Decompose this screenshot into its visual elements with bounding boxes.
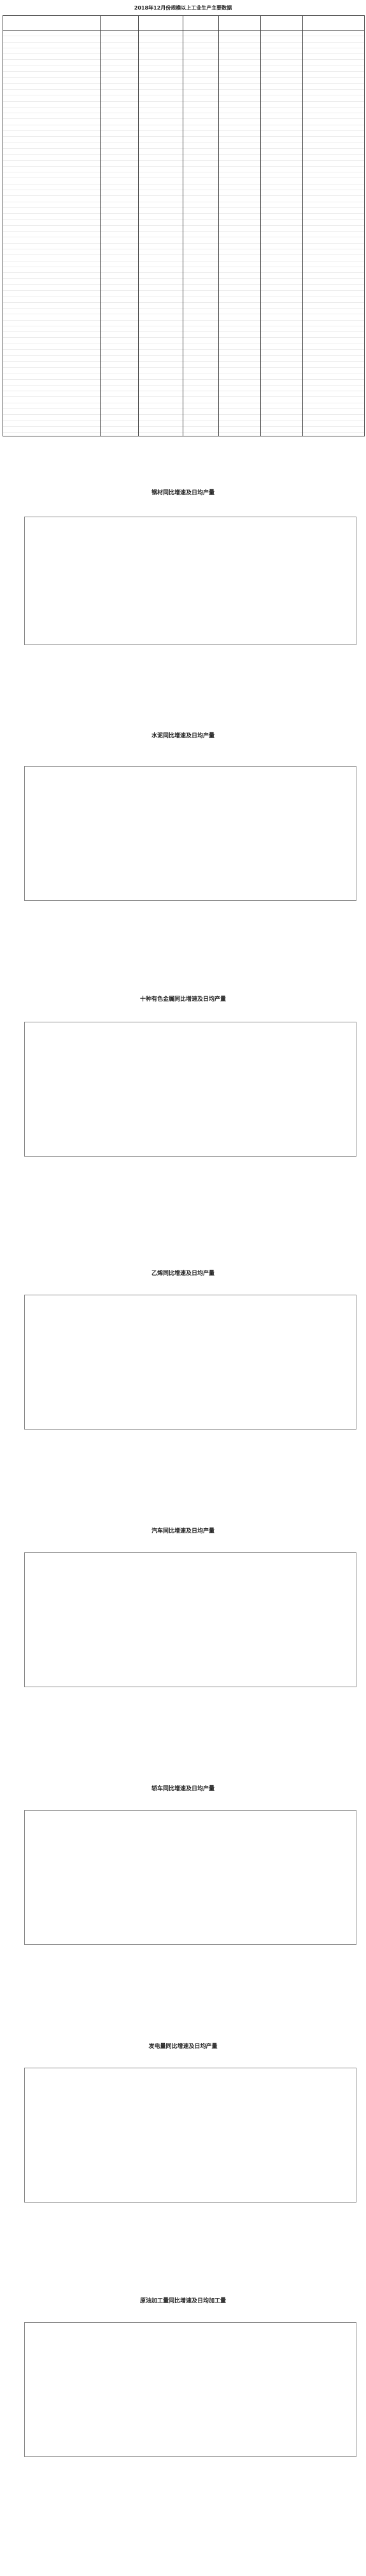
table-row [3,149,364,155]
table-row [3,338,364,344]
table-row [3,131,364,137]
table-row [3,214,364,220]
table-header [3,16,364,31]
chart-frame [24,1810,356,1945]
table-row [3,373,364,380]
table-row [3,184,364,191]
table-row [3,66,364,73]
table-row [3,403,364,409]
table-row [3,226,364,232]
table-row [3,391,364,398]
table-row [3,296,364,303]
table-row [3,60,364,66]
table-row [3,279,364,285]
chart-title: 轿车同比增速及日均产量 [151,1786,215,1792]
table-row [3,421,364,427]
chart-frame [24,1552,356,1687]
table-row [3,314,364,321]
table-row [3,386,364,392]
chart-power-generation: 发电量同比增速及日均产量 [6,2042,360,2284]
table-row [3,267,364,274]
table-body [3,31,364,433]
table-row [3,261,364,267]
table-row [3,48,364,55]
chart-crude-oil-processing: 原油加工量同比增速及日均加工量 [6,2297,360,2564]
table-row [3,332,364,338]
table-row [3,208,364,214]
table-row [3,172,364,179]
table-row [3,397,364,403]
table-row [3,362,364,368]
table-row [3,368,364,374]
table-row [3,102,364,108]
table-row [3,78,364,84]
statistics-table [3,15,365,436]
chart-frame [24,517,356,645]
chart-nonferrous-metals: 十种有色金属同比增速及日均产量 [6,992,360,1241]
chart-title: 十种有色金属同比增速及日均产量 [139,996,226,1003]
table-row [3,54,364,60]
table-row [3,255,364,261]
chart-title: 原油加工量同比增速及日均加工量 [139,2298,226,2304]
table-row [3,344,364,351]
chart-ethylene: 乙烯同比增速及日均产量 [6,1269,360,1511]
chart-frame [24,2322,356,2457]
table-row [3,409,364,415]
chart-title: 乙烯同比增速及日均产量 [151,1271,215,1277]
table-row [3,143,364,149]
table-row [3,415,364,421]
table-row [3,202,364,208]
table-row [3,190,364,197]
chart-cars: 轿车同比增速及日均产量 [6,1785,360,2026]
table-row [3,31,364,37]
chart-title: 发电量同比增速及日均产量 [148,2043,218,2050]
table-row [3,220,364,226]
chart-frame [24,2068,356,2203]
table-row [3,249,364,256]
table-row [3,326,364,333]
table-row [3,350,364,356]
chart-title: 汽车同比增速及日均产量 [151,1528,215,1535]
chart-title: 钢材同比增速及日均产量 [151,490,215,496]
page-title: 2018年12月份规模以上工业生产主要数据 [134,5,232,11]
table-row [3,380,364,386]
table-row [3,95,364,102]
table-row [3,232,364,238]
table-row [3,244,364,249]
table-row [3,90,364,96]
table-row [3,167,364,173]
chart-cement: 水泥同比增速及日均产量 [6,732,360,999]
table-row [3,84,364,90]
chart-frame [24,1022,356,1157]
table-row [3,291,364,297]
table-row [3,273,364,279]
table-row [3,36,364,43]
table-row [3,237,364,244]
table-row [3,119,364,125]
table-row [3,356,364,362]
chart-steel: 钢材同比增速及日均产量 [6,445,360,713]
chart-frame [24,1295,356,1430]
table-row [3,196,364,202]
table-row [3,303,364,309]
table-row [3,309,364,315]
table-row [3,321,364,326]
table-row [3,161,364,167]
table-row [3,113,364,120]
table-row [3,178,364,184]
table-row [3,427,364,433]
table-row [3,137,364,143]
table-row [3,125,364,132]
chart-frame [24,766,356,901]
table-row [3,108,364,114]
table-row [3,155,364,161]
table-row [3,43,364,48]
table-row [3,72,364,78]
table-row [3,285,364,291]
chart-automobiles: 汽车同比增速及日均产量 [6,1527,360,1769]
chart-title: 水泥同比增速及日均产量 [151,733,215,739]
